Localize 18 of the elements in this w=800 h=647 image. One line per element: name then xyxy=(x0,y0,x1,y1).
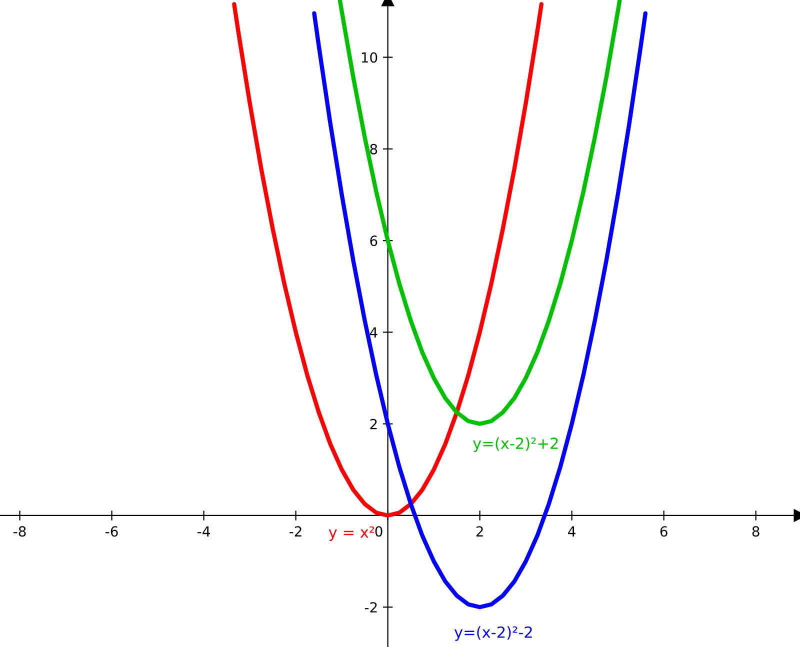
y-tick-label: -2 xyxy=(364,602,377,612)
y-tick-label: 2 xyxy=(370,418,377,430)
x-tick-label: -8 xyxy=(14,526,26,537)
y-tick-label: 4 xyxy=(370,327,378,338)
x-tick-label: 0 xyxy=(375,526,382,537)
x-tick-label: -4 xyxy=(198,526,210,536)
x-tick-label: -6 xyxy=(106,526,118,537)
x-tick-label: 8 xyxy=(752,526,760,537)
series-label: y=(x-2)²+2 xyxy=(473,437,558,452)
series-label: y = x² xyxy=(328,526,374,541)
x-tick-label: 2 xyxy=(476,526,483,536)
y-tick-label: 6 xyxy=(370,236,378,246)
y-tick-label: 8 xyxy=(370,144,378,154)
x-tick-label: -2 xyxy=(290,526,302,536)
x-tick-label: 4 xyxy=(568,526,576,536)
y-tick-label: 10 xyxy=(362,52,378,63)
series-label: y=(x-2)²-2 xyxy=(454,626,532,641)
x-tick-label: 6 xyxy=(660,526,668,537)
